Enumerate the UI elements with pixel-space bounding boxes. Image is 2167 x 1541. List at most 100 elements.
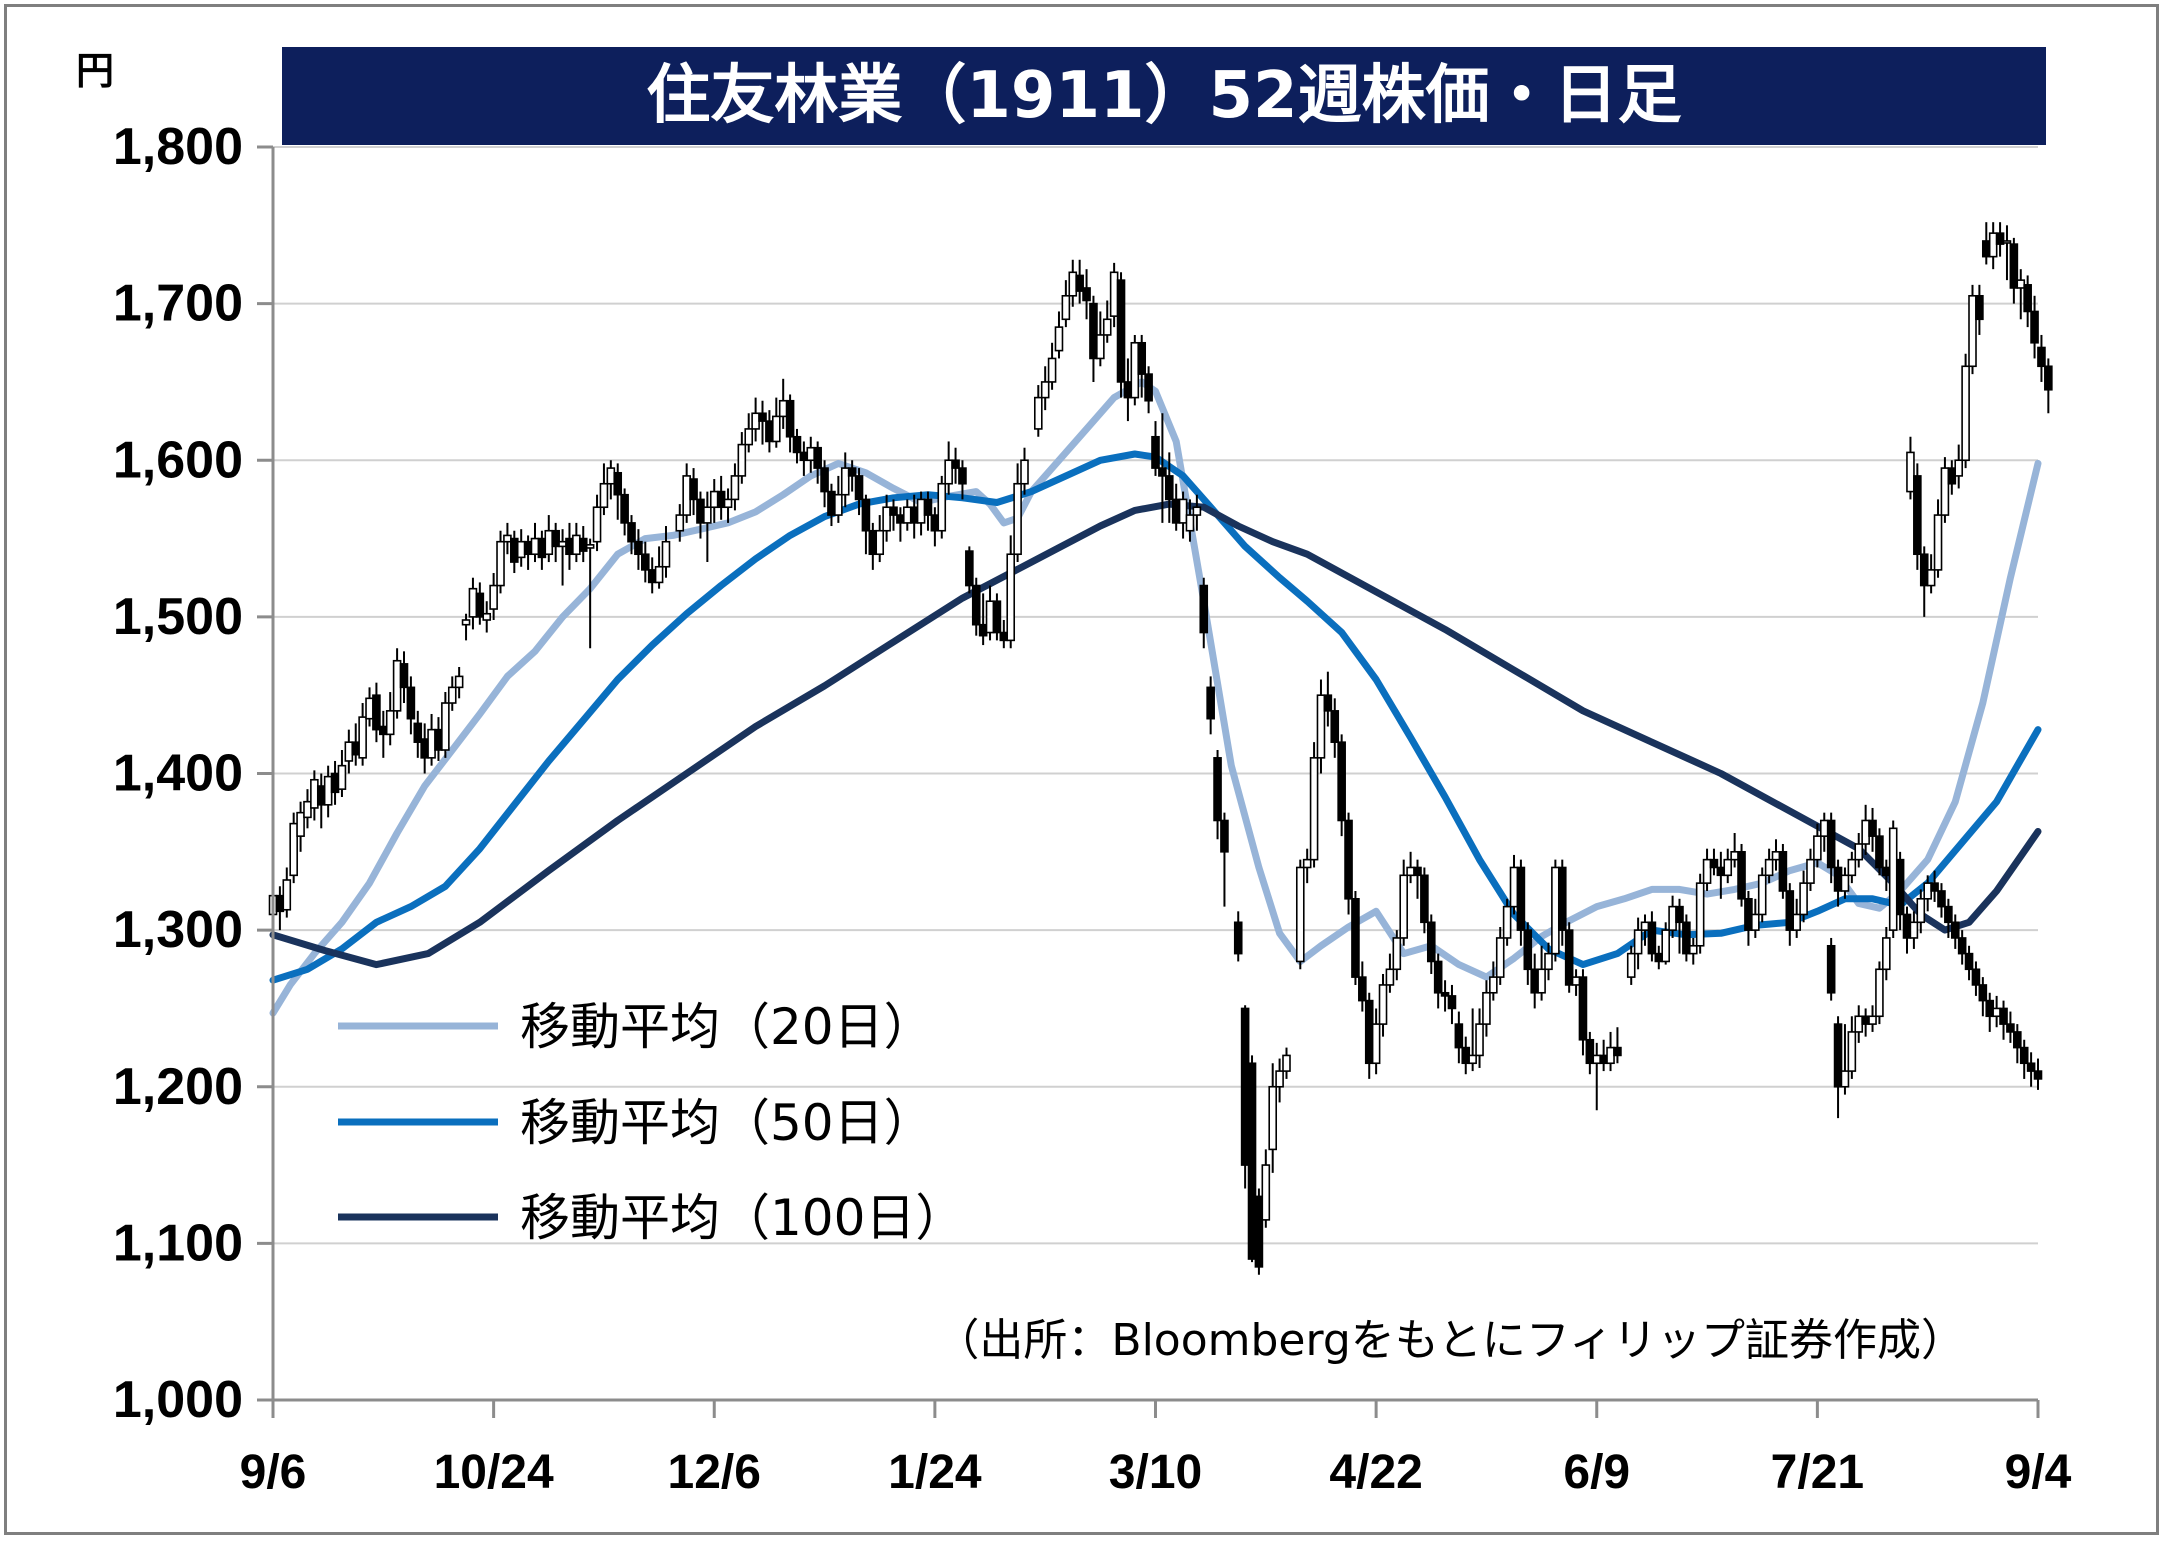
candle-body	[1316, 694, 1326, 759]
candle-body	[537, 537, 547, 559]
candle-body	[1385, 968, 1395, 986]
candle	[1882, 926, 1891, 981]
candle	[785, 394, 795, 453]
candle	[275, 886, 285, 931]
candle	[1075, 259, 1084, 304]
candle	[1475, 1008, 1484, 1068]
candle	[834, 475, 843, 523]
candle-body	[1557, 866, 1567, 931]
x-tick-label: 4/22	[1329, 1446, 1422, 1499]
chart-frame	[4, 4, 2159, 1535]
candle-body	[1551, 866, 1560, 955]
candle-body	[902, 506, 912, 524]
candle	[840, 452, 850, 508]
candle	[434, 717, 443, 761]
candle	[1489, 961, 1498, 1001]
candle	[1351, 890, 1360, 985]
candle	[1909, 911, 1919, 949]
candle-body	[1695, 882, 1705, 947]
candle-body	[1213, 757, 1222, 822]
candle-body	[1530, 968, 1539, 994]
candle	[1020, 447, 1029, 495]
candle-body	[1964, 952, 1974, 971]
candle-body	[696, 498, 705, 524]
candle	[1778, 843, 1788, 899]
candle-body	[1606, 1046, 1615, 1065]
candle-body	[316, 785, 326, 806]
candle-body	[303, 800, 312, 819]
candle	[1640, 914, 1650, 946]
candle	[1682, 914, 1691, 962]
candle-body	[1868, 819, 1877, 837]
candle-body	[1640, 921, 1650, 931]
candle	[758, 400, 767, 445]
candle	[420, 723, 429, 774]
candle	[1116, 272, 1126, 398]
candle	[1919, 546, 1929, 617]
candle	[344, 729, 354, 774]
candle-body	[1716, 866, 1726, 877]
candle-body	[1447, 995, 1457, 1010]
candle-body	[1919, 553, 1929, 587]
candle-body	[1778, 851, 1788, 892]
candle	[1571, 969, 1581, 996]
candle	[1330, 698, 1340, 758]
candle-body	[1392, 937, 1402, 971]
candle	[1233, 911, 1243, 962]
candle-body	[785, 399, 795, 438]
candle-body	[1771, 851, 1781, 861]
candle-body	[661, 540, 671, 568]
candle	[1933, 499, 1943, 578]
candle-body	[475, 592, 485, 618]
candle-body	[530, 537, 540, 556]
candle	[889, 499, 898, 531]
candle	[1968, 284, 1977, 375]
candle	[737, 432, 747, 484]
candle	[1926, 554, 1936, 594]
candle	[447, 676, 457, 711]
y-tick-label: 1,700	[113, 275, 243, 333]
candle-body	[1516, 866, 1526, 931]
candle	[1764, 848, 1774, 884]
candle	[1068, 259, 1078, 307]
candle	[413, 710, 423, 758]
candle-body	[1895, 858, 1905, 916]
candle-body	[1268, 1085, 1278, 1151]
candle	[1985, 992, 1995, 1032]
candle	[937, 475, 947, 539]
y-tick-label: 1,500	[113, 588, 243, 646]
candle-body	[1840, 1070, 1850, 1088]
legend-label-ma100: 移動平均（100日）	[520, 1189, 965, 1247]
candle-body	[551, 529, 560, 548]
candle	[1109, 262, 1119, 328]
candle	[1751, 898, 1760, 938]
y-tick-label: 1,200	[113, 1058, 243, 1116]
candle-body	[751, 412, 760, 430]
candle-body	[1489, 976, 1498, 994]
candle	[1988, 222, 1998, 270]
candle-body	[840, 467, 850, 496]
candle	[289, 812, 298, 884]
candle-body	[806, 446, 816, 462]
candle-body	[1075, 274, 1084, 292]
candle-body	[310, 778, 319, 809]
candle-body	[558, 540, 567, 548]
candle	[1282, 1047, 1291, 1079]
candle-body	[985, 600, 995, 634]
y-tick-label: 1,000	[113, 1371, 243, 1429]
candle-body	[275, 894, 285, 913]
candle	[1268, 1063, 1278, 1173]
candle	[510, 530, 519, 574]
candle-body	[1171, 498, 1181, 524]
candle	[1316, 679, 1326, 774]
candle	[1981, 222, 1991, 265]
candle	[1950, 914, 1960, 949]
candle	[1482, 980, 1491, 1037]
candle	[1537, 945, 1546, 1001]
candle-body	[454, 675, 464, 689]
candle	[1833, 1016, 1843, 1119]
candle-body	[1978, 984, 1988, 1002]
candle-body	[1861, 819, 1870, 845]
candlesticks	[268, 222, 2053, 1275]
candle	[647, 557, 657, 594]
